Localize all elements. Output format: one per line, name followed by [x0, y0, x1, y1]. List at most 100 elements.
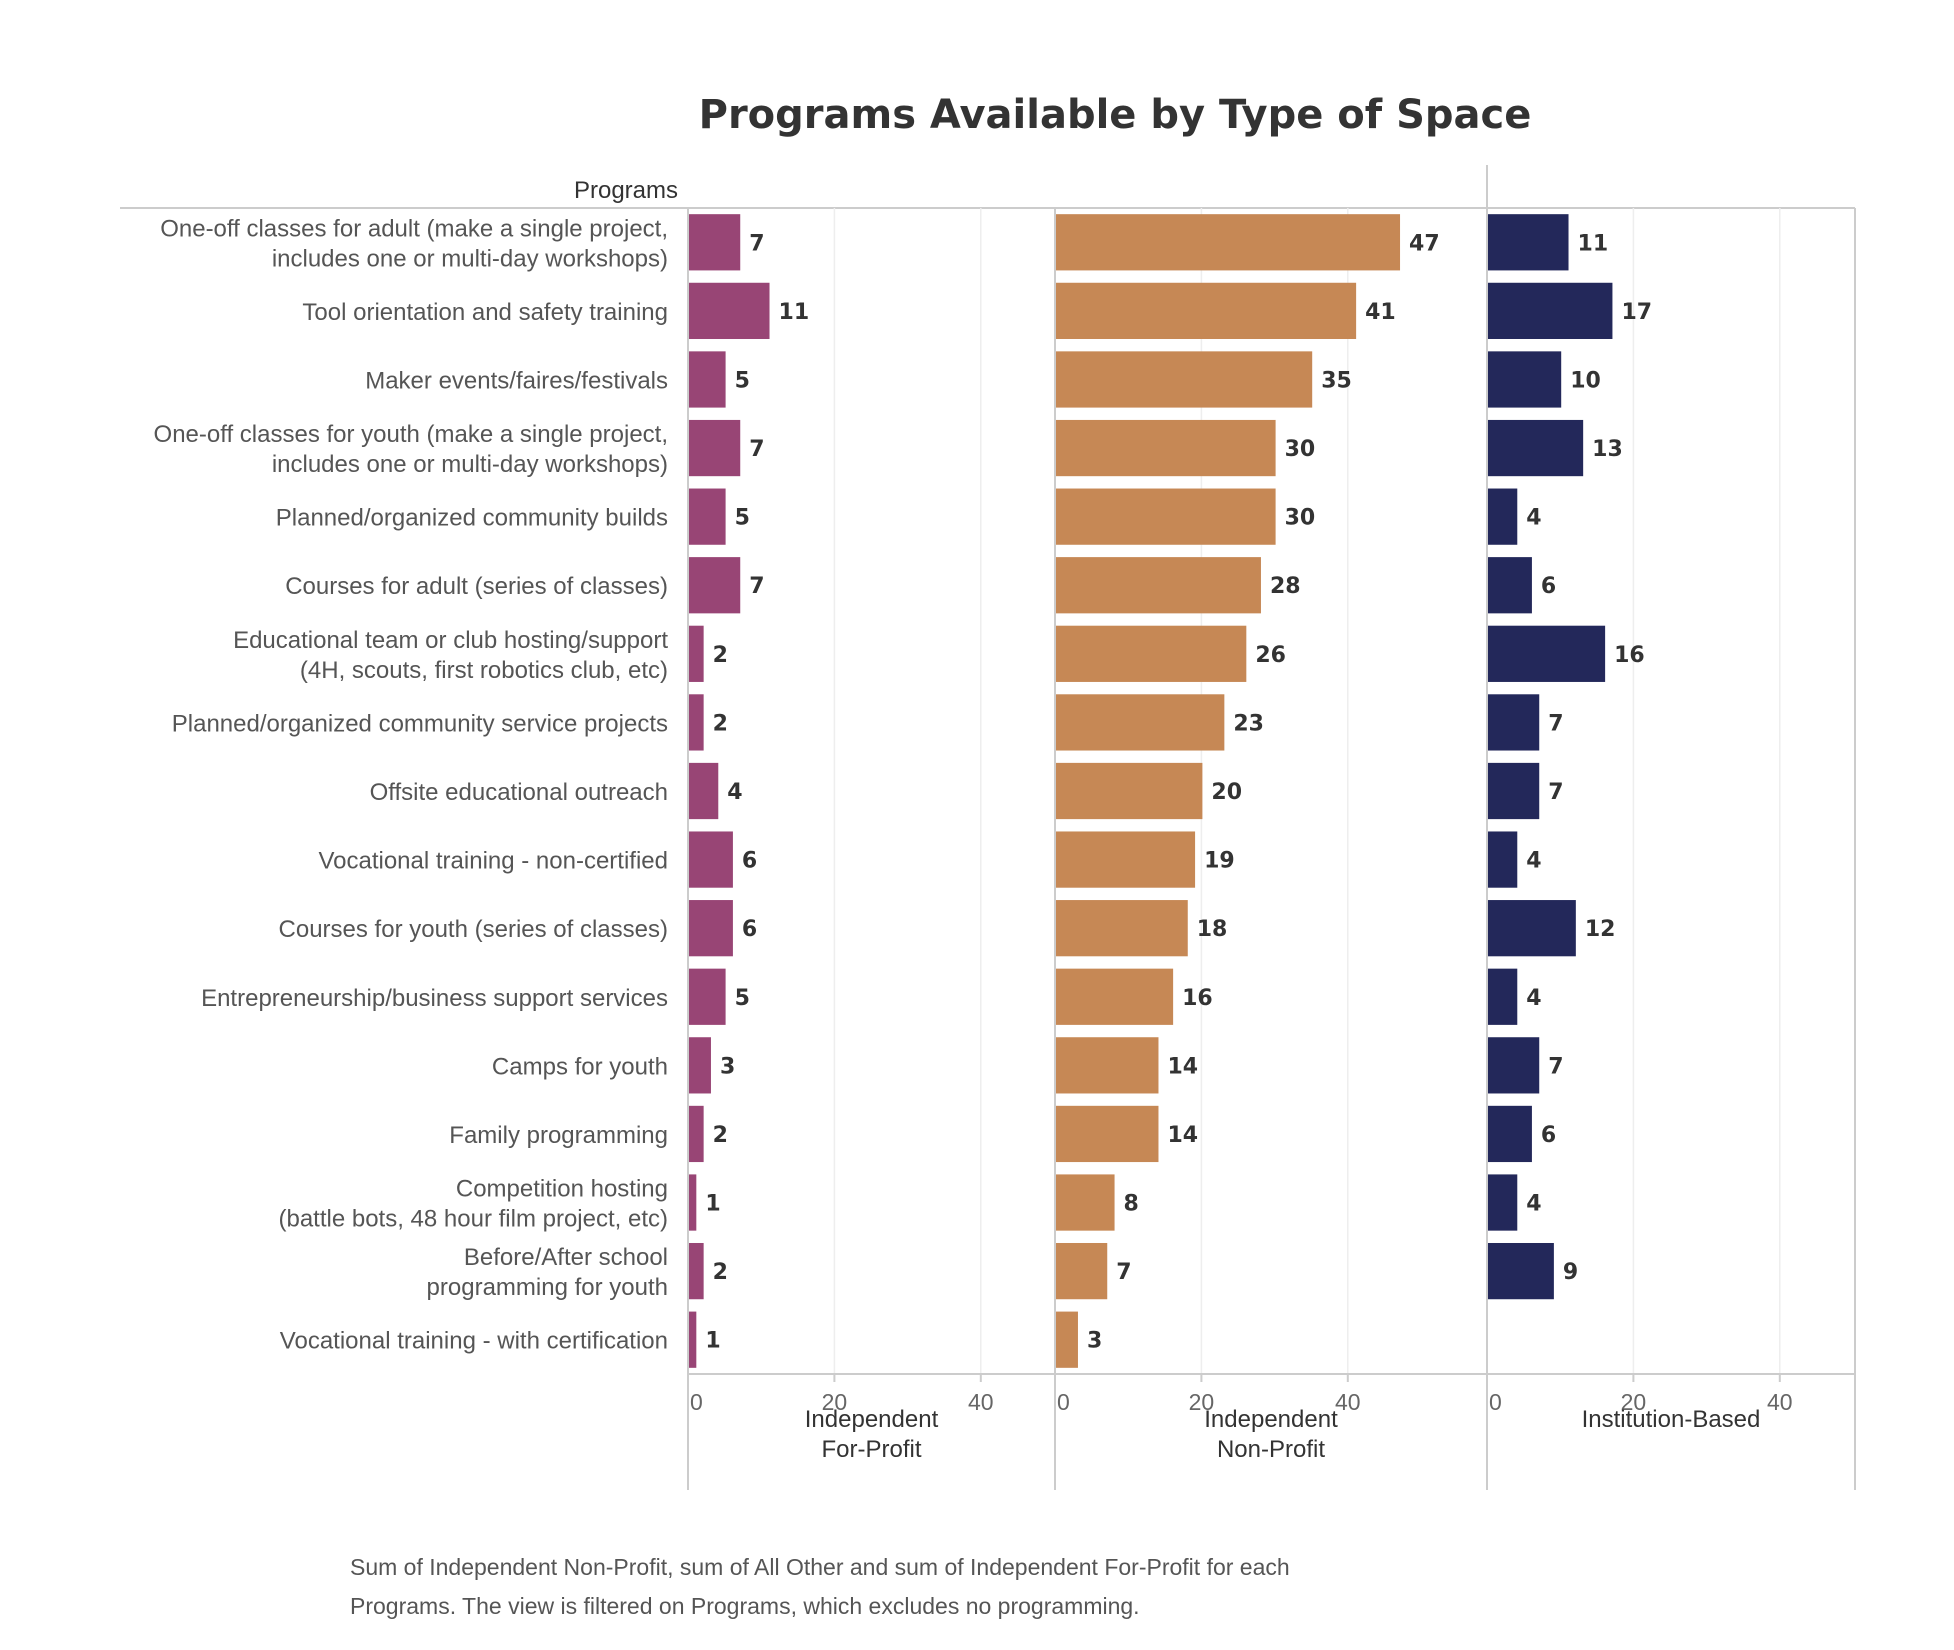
bar	[1056, 488, 1276, 545]
x-axis-title: For-Profit	[821, 1436, 921, 1463]
bar	[689, 625, 704, 682]
category-label: Entrepreneurship/business support servic…	[201, 985, 668, 1012]
category-label: (battle bots, 48 hour film project, etc)	[278, 1206, 668, 1233]
bar	[689, 1174, 697, 1231]
category-label: Maker events/faires/festivals	[365, 367, 668, 394]
footnote-line-2: Programs. The view is filtered on Progra…	[350, 1593, 1140, 1619]
category-label: Courses for adult (series of classes)	[285, 573, 668, 600]
bar	[1488, 214, 1569, 271]
category-label: (4H, scouts, first robotics club, etc)	[300, 657, 668, 684]
data-label: 7	[1116, 1260, 1131, 1285]
data-label: 9	[1563, 1260, 1578, 1285]
bar	[1488, 1242, 1554, 1300]
data-label: 14	[1167, 1054, 1198, 1079]
bar	[1056, 419, 1276, 477]
data-label: 19	[1204, 849, 1235, 874]
bar	[689, 1037, 711, 1094]
x-tick-label: 40	[1335, 1389, 1361, 1415]
data-label: 16	[1614, 643, 1645, 668]
x-tick-label: 20	[822, 1389, 848, 1415]
data-label: 3	[1087, 1329, 1102, 1354]
data-label: 6	[742, 849, 757, 874]
category-label: Courses for youth (series of classes)	[279, 916, 668, 943]
data-label: 30	[1285, 437, 1316, 462]
bar	[1056, 214, 1401, 271]
data-label: 26	[1255, 643, 1286, 668]
bar	[689, 762, 719, 820]
data-label: 28	[1270, 574, 1301, 599]
bar	[689, 351, 726, 408]
bar	[689, 1105, 704, 1163]
x-axis-title: Institution-Based	[1582, 1406, 1761, 1433]
bar	[1488, 282, 1613, 340]
bar	[1056, 968, 1174, 1025]
bar	[689, 214, 741, 271]
data-label: 18	[1197, 917, 1228, 942]
data-label: 10	[1570, 368, 1601, 393]
data-label: 23	[1233, 711, 1264, 736]
data-label: 16	[1182, 986, 1213, 1011]
bar	[1488, 1037, 1540, 1094]
bar	[1056, 1242, 1108, 1300]
category-label: Vocational training - with certification	[280, 1328, 668, 1355]
data-label: 1	[705, 1192, 720, 1217]
data-label: 4	[1526, 849, 1541, 874]
category-label: Family programming	[449, 1122, 668, 1149]
data-label: 6	[1541, 1123, 1556, 1148]
footnote-line-1: Sum of Independent Non-Profit, sum of Al…	[350, 1554, 1290, 1580]
data-label: 7	[749, 437, 764, 462]
bar	[689, 900, 733, 957]
bar	[1488, 625, 1606, 682]
data-label: 4	[1526, 986, 1541, 1011]
data-label: 6	[742, 917, 757, 942]
data-label: 11	[1578, 231, 1609, 256]
category-label: Competition hosting	[456, 1176, 668, 1203]
category-label: One-off classes for youth (make a single…	[154, 421, 668, 448]
data-label: 7	[1548, 1054, 1563, 1079]
data-label: 4	[1526, 506, 1541, 531]
bar	[1056, 1037, 1159, 1094]
data-label: 11	[779, 300, 810, 325]
x-axis-title: Independent	[1204, 1406, 1338, 1433]
bar	[689, 1311, 697, 1368]
category-label: Offsite educational outreach	[370, 779, 668, 806]
x-axis-title: Independent	[805, 1406, 939, 1433]
data-label: 2	[713, 643, 728, 668]
bar	[1056, 1174, 1115, 1231]
bar	[689, 1242, 704, 1300]
bar	[1056, 625, 1247, 682]
category-label: Before/After school	[464, 1244, 668, 1271]
bar	[1056, 1311, 1078, 1368]
bar	[1488, 1105, 1532, 1163]
bar	[1488, 900, 1576, 957]
data-label: 12	[1585, 917, 1616, 942]
bar	[1488, 1174, 1518, 1231]
bar	[689, 831, 733, 888]
category-label: Camps for youth	[492, 1053, 668, 1080]
bar	[689, 557, 741, 614]
chart-title: Programs Available by Type of Space	[699, 92, 1532, 138]
data-label: 1	[705, 1329, 720, 1354]
data-label: 2	[713, 711, 728, 736]
bar	[1056, 351, 1313, 408]
data-label: 7	[749, 574, 764, 599]
bar	[1056, 282, 1357, 340]
x-axis-title: Non-Profit	[1217, 1436, 1325, 1463]
bar	[1488, 694, 1540, 751]
category-label: Planned/organized community builds	[276, 505, 668, 532]
data-label: 3	[720, 1054, 735, 1079]
bar	[1056, 900, 1188, 957]
x-tick-label: 0	[1489, 1389, 1502, 1415]
bar	[1488, 351, 1562, 408]
data-label: 30	[1285, 506, 1316, 531]
data-label: 5	[735, 506, 750, 531]
data-label: 5	[735, 368, 750, 393]
bar	[1056, 831, 1196, 888]
bar	[1056, 694, 1225, 751]
category-label: programming for youth	[427, 1274, 668, 1301]
bar	[689, 694, 704, 751]
bar	[689, 282, 770, 340]
data-label: 41	[1365, 300, 1396, 325]
